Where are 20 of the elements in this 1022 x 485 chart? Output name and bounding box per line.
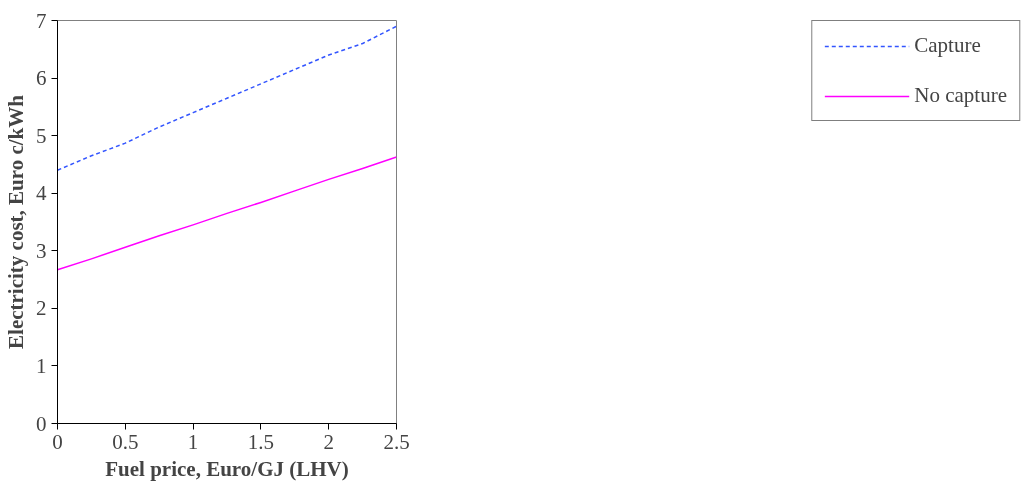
y-tick-label: 0 [36, 411, 47, 436]
y-tick-label: 3 [36, 238, 47, 263]
x-tick-label: 0.5 [112, 429, 139, 454]
x-tick-label: 1.5 [247, 429, 275, 454]
x-tick-label: 2 [323, 429, 334, 454]
x-axis-title: Fuel price, Euro/GJ (LHV) [105, 456, 349, 481]
y-tick-label: 4 [36, 181, 47, 206]
line-series [57, 156, 397, 271]
x-tick-label: 0 [52, 429, 63, 454]
x-tick-label: 2.5 [383, 429, 410, 454]
line-series [57, 25, 397, 171]
y-tick-label: 6 [36, 66, 47, 91]
legend-label: Capture [914, 33, 981, 58]
y-tick-label: 2 [36, 296, 47, 321]
y-tick-label: 5 [36, 123, 47, 148]
legend-label: No capture [914, 83, 1007, 108]
y-axis-title: Electricity cost, Euro c/kWh [4, 94, 28, 349]
y-tick-label: 7 [36, 8, 47, 33]
y-tick-label: 1 [36, 353, 47, 378]
x-tick-label: 1 [187, 429, 199, 454]
